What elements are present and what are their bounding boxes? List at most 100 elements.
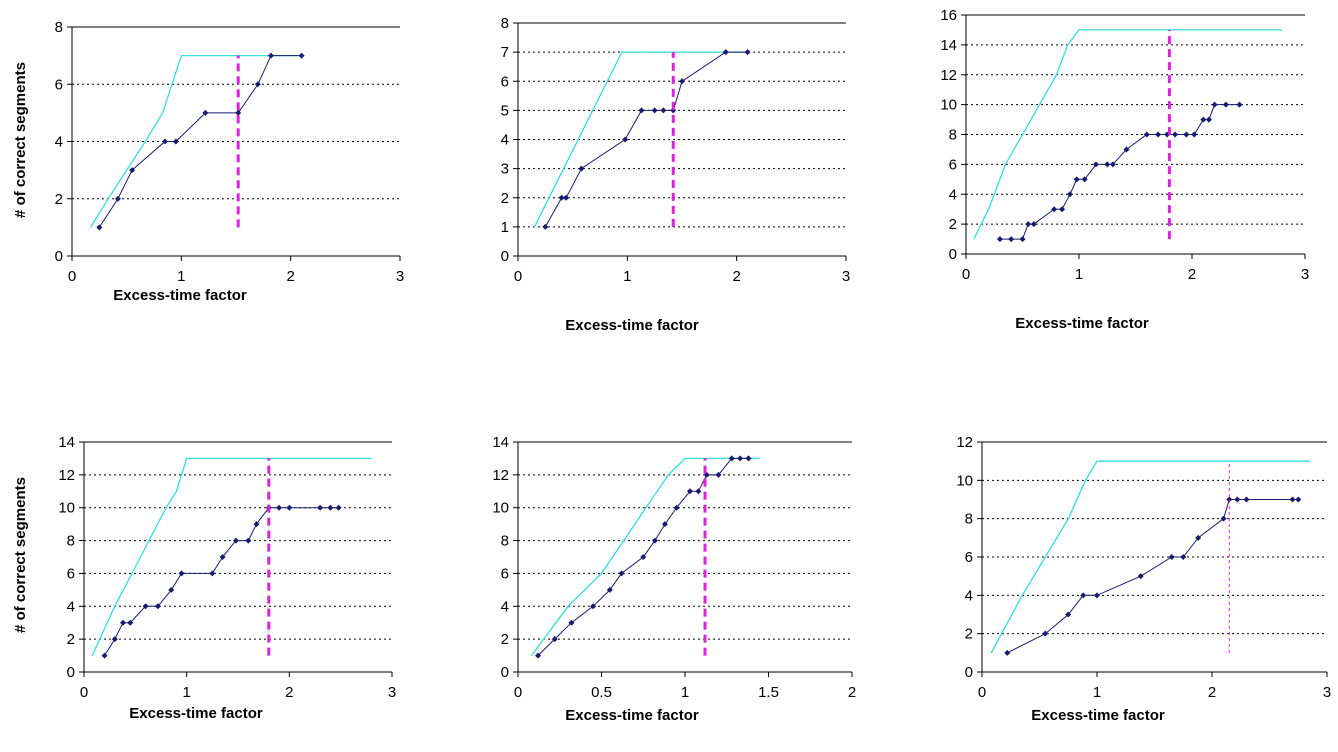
y-tick-label: 0 [67,664,75,681]
y-tick-label: 12 [58,467,75,484]
y-tick-label: 6 [55,76,63,93]
data-point [1289,496,1296,503]
y-tick-label: 0 [501,664,509,681]
data-point [120,619,127,626]
data-point [232,537,239,544]
data-point [168,586,175,593]
x-axis-label: Excess-time factor [565,707,699,724]
data-point [535,652,542,659]
data-point [142,603,149,610]
y-tick-label: 8 [965,511,973,528]
y-tick-label: 4 [67,598,75,615]
y-tick-label: 6 [949,156,957,173]
data-point [276,504,283,511]
data-point [1019,236,1026,243]
data-point [1123,146,1130,153]
y-tick-label: 4 [949,186,957,203]
data-point [568,619,575,626]
data-point [661,521,668,528]
y-tick-label: 1 [501,219,509,236]
y-axis-label: # of correct segments [12,62,29,218]
y-tick-label: 10 [58,500,75,517]
data-point [178,570,185,577]
y-tick-label: 8 [949,127,957,144]
data-point [1243,496,1250,503]
y-tick-label: 4 [55,134,63,151]
x-tick-label: 1 [681,684,689,701]
data-point [1143,131,1150,138]
data-point [1051,206,1058,213]
y-tick-label: 0 [55,248,63,265]
data-point [327,504,334,511]
data-point [1195,534,1202,541]
data-point [1183,131,1190,138]
x-tick-label: 3 [842,268,850,285]
data-point [651,107,658,114]
data-point [673,504,680,511]
x-axis-label: Excess-time factor [129,705,263,722]
data-point [728,455,735,462]
data-point [618,570,625,577]
x-tick-label: 3 [396,268,404,285]
data-point [622,136,629,143]
x-tick-label: 0 [962,266,970,283]
data-point [298,52,305,59]
x-tick-label: 1 [623,268,631,285]
data-point [715,471,722,478]
series-line-actual [98,55,302,228]
data-point [551,636,558,643]
data-point [161,138,168,145]
y-tick-label: 4 [965,587,973,604]
x-tick-label: 2 [1188,266,1196,283]
series-line-actual [544,51,748,228]
x-tick-label: 0 [514,268,522,285]
y-tick-label: 2 [67,631,75,648]
data-point [286,504,293,511]
y-tick-label: 0 [501,248,509,265]
series-line-ideal [973,29,1283,240]
y-tick-label: 7 [501,44,509,61]
data-point [254,81,261,88]
data-point [651,537,658,544]
series-line-ideal [90,54,302,228]
x-tick-label: 3 [388,684,396,701]
y-tick-label: 14 [58,434,75,451]
series-line-actual [999,104,1240,240]
data-point [114,195,121,202]
y-tick-label: 8 [55,19,63,36]
data-point [1066,191,1073,198]
data-point [245,537,252,544]
data-point [1109,161,1116,168]
y-tick-label: 12 [956,434,973,451]
data-point [737,455,744,462]
y-tick-label: 6 [501,73,509,90]
data-point [235,109,242,116]
data-point [1094,592,1100,599]
series-line-ideal [533,51,748,228]
data-point [111,636,118,643]
series-line-ideal [91,457,372,656]
x-tick-label: 2 [1208,684,1216,701]
x-tick-label: 2 [732,268,740,285]
x-axis-label: Excess-time factor [1031,707,1165,724]
y-tick-label: 4 [501,598,509,615]
data-point [1180,554,1187,560]
data-point [129,167,136,174]
data-point [558,194,565,201]
x-tick-label: 0 [68,268,76,285]
y-tick-label: 12 [492,467,509,484]
y-tick-label: 8 [67,533,75,550]
y-axis-label: # of correct segments [12,477,29,633]
y-tick-label: 2 [501,631,509,648]
series-line-ideal [530,457,761,656]
y-tick-label: 6 [501,565,509,582]
data-point [1080,592,1087,599]
data-point [744,49,751,56]
data-point [1220,515,1227,522]
data-point [640,554,647,560]
x-tick-label: 2 [848,684,856,701]
data-point [1295,496,1302,503]
